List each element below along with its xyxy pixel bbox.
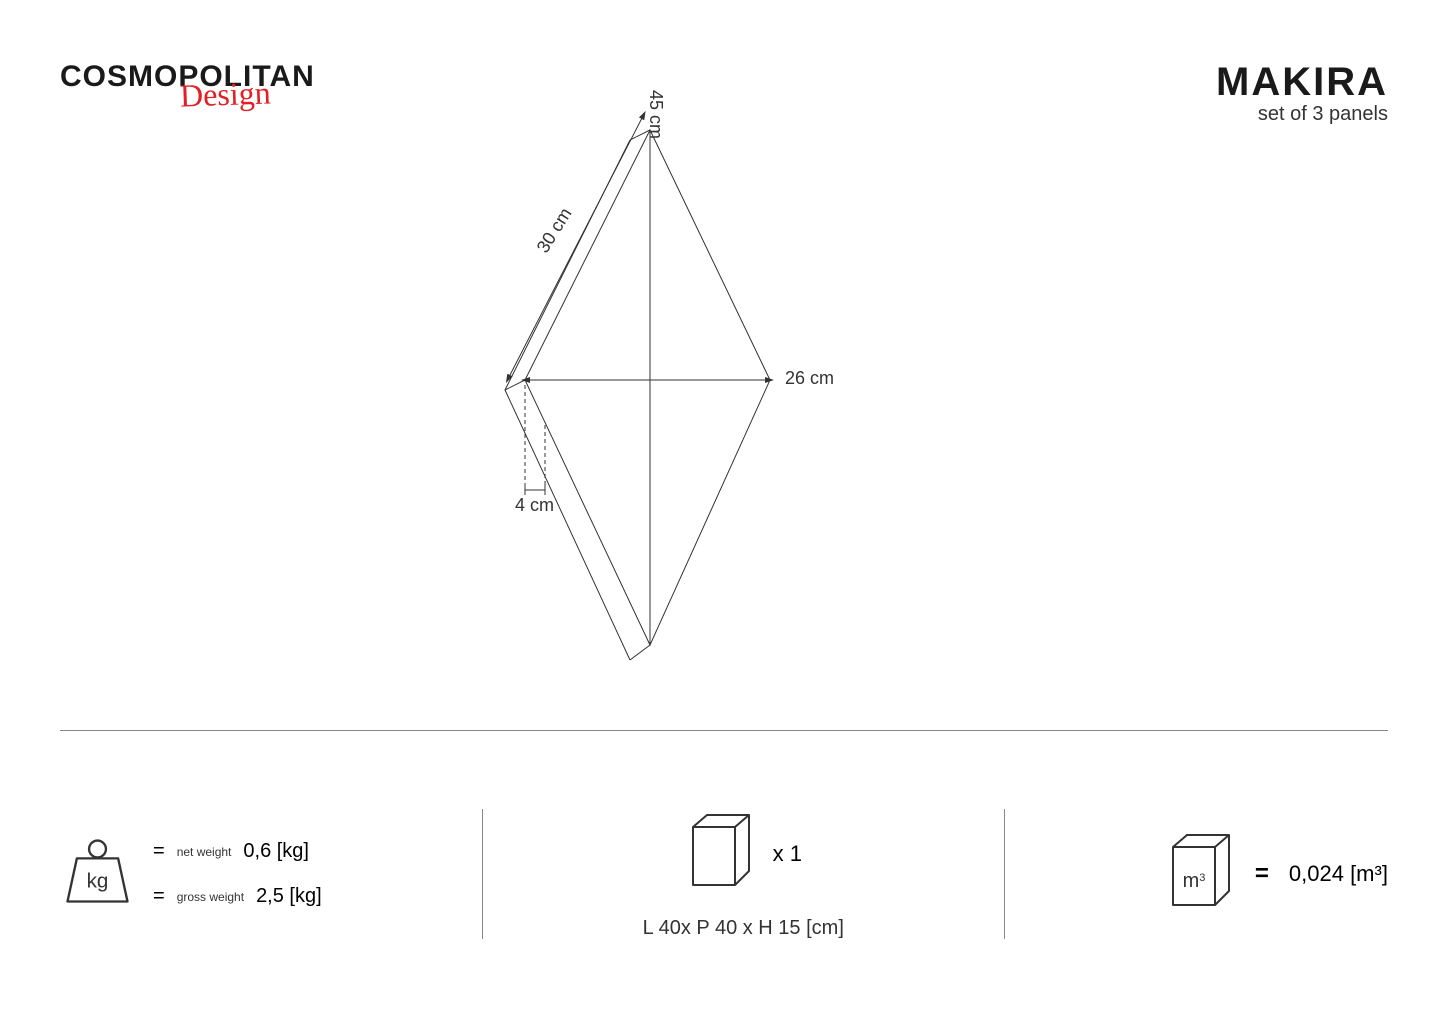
volume-value: 0,024 [m³] (1289, 861, 1388, 887)
dim-height-label: 45 cm (645, 90, 666, 139)
svg-text:m3: m3 (1182, 870, 1205, 892)
product-title: MAKIRA set of 3 panels (1216, 60, 1388, 126)
vertical-divider (1004, 809, 1005, 939)
brand-script: Design (179, 74, 271, 114)
specs-row: kg = net weight 0,6 [kg] = gross weight … (60, 784, 1388, 964)
weight-spec: kg = net weight 0,6 [kg] = gross weight … (60, 834, 322, 914)
equals-sign: = (153, 885, 165, 908)
dim-width-label: 26 cm (785, 368, 834, 389)
equals-sign: = (1255, 860, 1269, 888)
dimension-diagram: 45 cm 30 cm 26 cm 4 cm (450, 100, 950, 680)
vertical-divider (482, 809, 483, 939)
brand-logo: COSMOPOLITAN Design (60, 60, 315, 126)
volume-icon: m3 (1165, 829, 1235, 919)
box-quantity: x 1 (773, 841, 802, 867)
weight-values: = net weight 0,6 [kg] = gross weight 2,5… (153, 840, 322, 908)
net-weight-row: = net weight 0,6 [kg] (153, 840, 322, 863)
net-weight-label: net weight (177, 845, 232, 859)
gross-weight-label: gross weight (177, 890, 244, 904)
box-icon (685, 809, 755, 899)
gross-weight-row: = gross weight 2,5 [kg] (153, 885, 322, 908)
dim-depth-label: 4 cm (515, 495, 554, 516)
gross-weight-value: 2,5 [kg] (256, 885, 322, 908)
volume-spec: m3 = 0,024 [m³] (1165, 829, 1388, 919)
box-dimensions: L 40x P 40 x H 15 [cm] (643, 917, 844, 940)
product-subtitle: set of 3 panels (1216, 103, 1388, 126)
net-weight-value: 0,6 [kg] (243, 840, 309, 863)
equals-sign: = (153, 840, 165, 863)
weight-icon: kg (60, 834, 135, 914)
svg-text:kg: kg (87, 869, 109, 892)
product-name: MAKIRA (1216, 60, 1388, 105)
packaging-spec: x 1 L 40x P 40 x H 15 [cm] (643, 809, 844, 940)
horizontal-divider (60, 730, 1388, 731)
